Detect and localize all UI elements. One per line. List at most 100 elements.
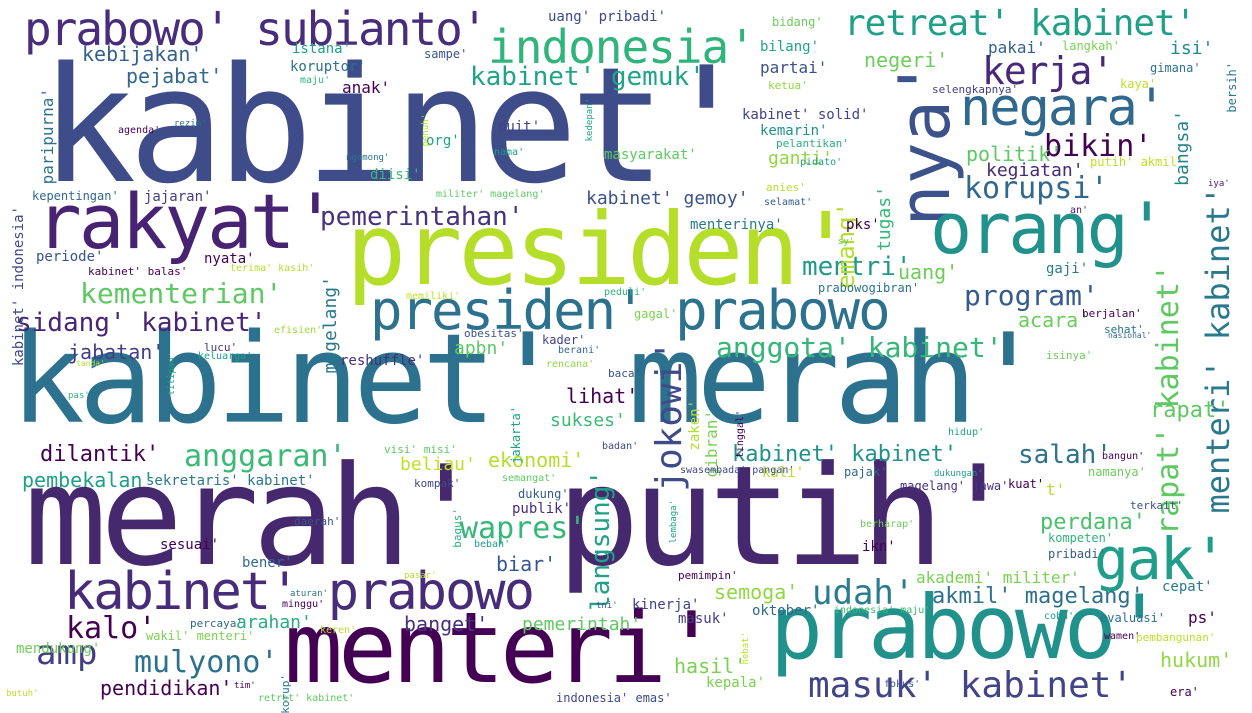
word: kabinet' indonesia'	[11, 206, 27, 367]
word: kali'	[762, 465, 805, 481]
word: kementerian'	[80, 277, 283, 310]
word: magelang'	[320, 276, 341, 374]
word: dilantik'	[40, 442, 160, 467]
word: nyata'	[204, 251, 255, 267]
word: terkait'	[1130, 499, 1183, 512]
word: wapres'	[460, 511, 587, 546]
word: sukses'	[550, 410, 626, 431]
word: biar'	[496, 552, 557, 576]
word: kabinet' prabowo	[64, 562, 535, 622]
word: isinya'	[1046, 349, 1093, 362]
word: tanda'	[76, 359, 105, 368]
word: wakil' menteri'	[146, 629, 255, 643]
word: amp	[36, 633, 98, 673]
word: menteri'	[284, 592, 721, 706]
word: kompeten'	[1048, 531, 1114, 545]
word: magelang' jawa'	[900, 479, 1009, 493]
word: publik'	[512, 501, 572, 517]
word: lihat'	[566, 384, 639, 408]
word: ganti'	[768, 148, 834, 169]
word: paripurna'	[38, 88, 57, 185]
word: negeri'	[864, 48, 949, 72]
word: org'	[426, 133, 460, 149]
word: bikin'	[1044, 129, 1153, 164]
word: ngomong'	[346, 153, 390, 163]
word: prabowogibran'	[818, 281, 920, 295]
word: kabinet' balas'	[88, 265, 188, 278]
word: hukum'	[1160, 648, 1233, 672]
word: evaluasi'	[1100, 611, 1166, 625]
word: badan'	[602, 441, 639, 452]
word: prabowo'	[770, 576, 1166, 679]
word: sy'	[838, 237, 855, 247]
word: zaken'	[687, 400, 703, 451]
word: dukungan'	[934, 469, 983, 479]
word: an'	[1070, 205, 1089, 216]
word: ikn'	[862, 539, 896, 555]
word: nama'	[494, 147, 525, 158]
word: coba'	[1044, 611, 1075, 622]
word: masyarakat'	[604, 147, 697, 163]
word: penuh'	[421, 114, 431, 147]
word: gimana'	[1150, 61, 1201, 75]
word: kepentingan'	[32, 189, 119, 203]
word: sidang' kabinet'	[16, 308, 267, 338]
word: pribadi'	[1048, 547, 1106, 561]
word: indonesia'	[488, 20, 756, 74]
word: bidang'	[772, 15, 823, 29]
word: fokus'	[884, 679, 921, 690]
word: politik'	[966, 142, 1063, 166]
word: baca'	[608, 367, 642, 380]
word: semangat'	[502, 473, 557, 484]
word: selamat'	[764, 197, 813, 208]
word: anak'	[342, 78, 391, 97]
word: pasar'	[404, 571, 437, 581]
word: pembangunan'	[1136, 631, 1216, 644]
word: memiliki'	[406, 291, 461, 302]
word: aturan'	[290, 589, 328, 599]
word: uang'	[898, 260, 959, 284]
word: selengkapnya'	[932, 83, 1019, 96]
word: kompak'	[414, 477, 461, 490]
word: masuk' kabinet'	[808, 665, 1134, 706]
word: ketua'	[768, 79, 808, 92]
word: jakarta'	[509, 406, 523, 464]
word: kuat'	[1008, 477, 1045, 491]
word: anies'	[766, 181, 806, 194]
word: bangsa'	[1172, 110, 1193, 186]
word: orang'	[930, 188, 1168, 270]
word: terima' kasih'	[230, 263, 315, 274]
word: kinerja'	[632, 597, 700, 613]
word: keluarga'	[198, 351, 253, 362]
word: salah'	[1018, 440, 1112, 470]
word: nasional'	[1108, 331, 1152, 340]
word: minggu'	[282, 599, 325, 610]
word: pakai'	[988, 38, 1046, 57]
word: rezim'	[174, 119, 207, 129]
word: putih' akmil'	[1090, 155, 1184, 169]
word: bersih'	[1225, 62, 1239, 113]
word: kemarin'	[760, 123, 828, 139]
word: sehat'	[1104, 323, 1144, 336]
word: mentri'	[802, 252, 912, 282]
word: program'	[964, 279, 1099, 312]
word: pelantikan'	[776, 137, 849, 150]
word: bagus'	[451, 508, 464, 548]
word: indonesia' emas'	[556, 691, 672, 705]
word: beliau'	[400, 454, 476, 475]
word: korupsi'	[964, 171, 1109, 206]
word: mendukung'	[16, 641, 101, 657]
word: apbn'	[454, 338, 509, 359]
word: pejabat'	[126, 64, 223, 88]
word: diisi'	[370, 167, 421, 183]
word: anggaran'	[184, 439, 347, 474]
word: akademi' militer'	[916, 568, 1080, 587]
word: kebijakan'	[82, 42, 203, 66]
word: pks'	[846, 217, 880, 233]
word: iya'	[1208, 179, 1230, 189]
word: hebat'	[741, 632, 751, 665]
word: beban'	[474, 539, 511, 550]
word: agenda'	[118, 125, 161, 136]
word: pajak'	[844, 465, 888, 479]
word: sesuai'	[160, 537, 220, 553]
